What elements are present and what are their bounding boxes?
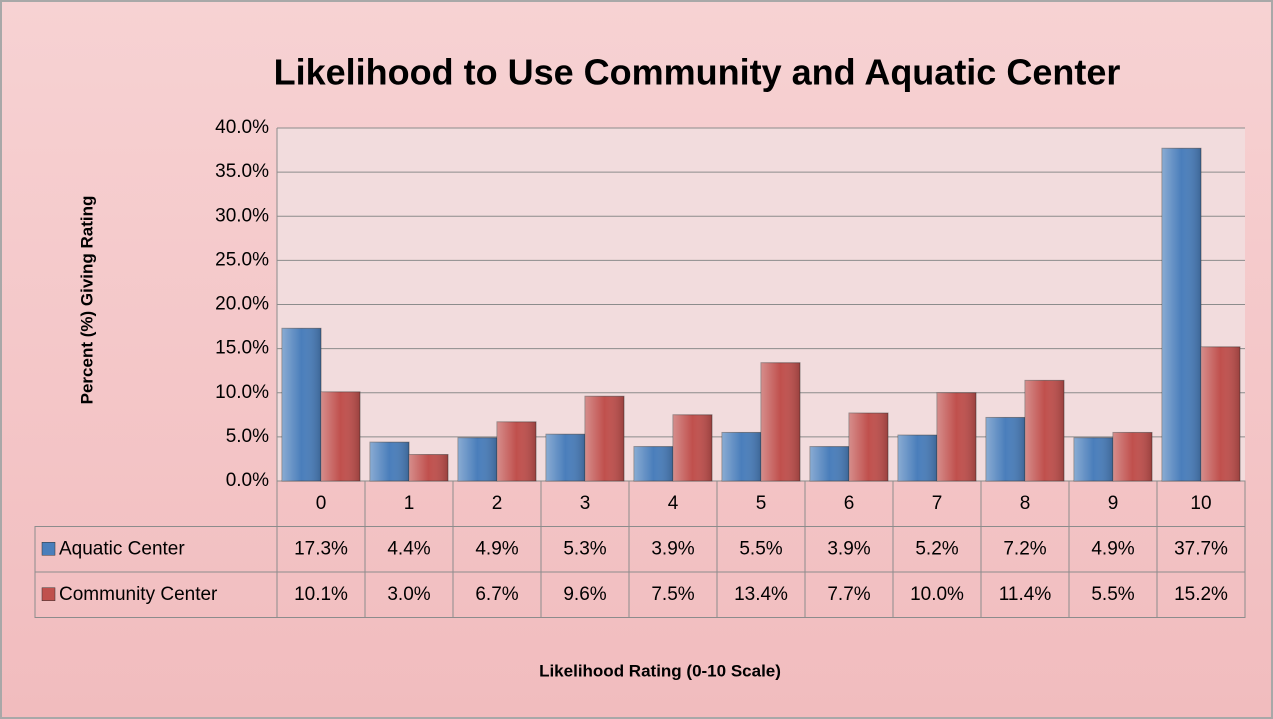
value-label: 5.5%	[739, 538, 782, 559]
value-label: 10.0%	[910, 584, 964, 605]
value-label: 5.2%	[915, 538, 958, 559]
bar-shine	[761, 362, 800, 481]
value-label: 13.4%	[734, 584, 788, 605]
x-tick-label: 2	[492, 493, 503, 514]
bar-shine	[585, 396, 624, 481]
table-row	[34, 571, 1246, 618]
x-tick-label: 6	[844, 493, 855, 514]
x-axis-label: Likelihood Rating (0-10 Scale)	[539, 661, 781, 680]
y-tick-label: 35.0%	[215, 161, 269, 182]
legend-label: Aquatic Center	[59, 538, 185, 559]
value-label: 4.9%	[475, 538, 518, 559]
y-tick-label: 5.0%	[226, 426, 269, 447]
bar-shine	[722, 432, 761, 481]
bar-shine	[1113, 432, 1152, 481]
bar-shine	[546, 434, 585, 481]
bar-shine	[1201, 346, 1240, 481]
bar-shine	[497, 421, 536, 481]
value-label: 37.7%	[1174, 538, 1228, 559]
bar-shine	[458, 437, 497, 481]
x-tick-label: 8	[1020, 493, 1031, 514]
x-tick-label: 10	[1190, 493, 1211, 514]
value-label: 5.5%	[1091, 584, 1134, 605]
y-tick-label: 15.0%	[215, 338, 269, 359]
value-label: 7.5%	[651, 584, 694, 605]
bar-shine	[1074, 437, 1113, 481]
bar-shine	[1025, 380, 1064, 481]
y-tick-label: 40.0%	[215, 117, 269, 138]
value-label: 3.0%	[387, 584, 430, 605]
x-tick-label: 4	[668, 493, 679, 514]
value-label: 6.7%	[475, 584, 518, 605]
x-tick-label: 5	[756, 493, 767, 514]
value-label: 4.4%	[387, 538, 430, 559]
y-axis-label: Percent (%) Giving Rating	[77, 196, 96, 405]
legend-swatch	[41, 587, 56, 601]
y-tick-label: 10.0%	[215, 382, 269, 403]
value-label: 3.9%	[651, 538, 694, 559]
value-label: 4.9%	[1091, 538, 1134, 559]
bar-shine	[937, 392, 976, 481]
value-label: 17.3%	[294, 538, 348, 559]
bar-shine	[810, 446, 849, 481]
value-label: 10.1%	[294, 584, 348, 605]
chart-title: Likelihood to Use Community and Aquatic …	[274, 52, 1121, 93]
bar-shine	[986, 417, 1025, 481]
value-label: 7.2%	[1003, 538, 1046, 559]
bar-shine	[409, 454, 448, 481]
bar-shine	[898, 435, 937, 481]
value-label: 7.7%	[827, 584, 870, 605]
value-label: 3.9%	[827, 538, 870, 559]
y-tick-label: 30.0%	[215, 205, 269, 226]
bar-shine	[1162, 148, 1201, 482]
y-tick-label: 25.0%	[215, 249, 269, 270]
bar-shine	[282, 328, 321, 481]
bar-shine	[321, 391, 360, 481]
x-tick-label: 1	[404, 493, 415, 514]
bar-shine	[370, 442, 409, 481]
bar-shine	[634, 446, 673, 481]
legend-label: Community Center	[59, 584, 218, 605]
value-label: 5.3%	[563, 538, 606, 559]
value-label: 15.2%	[1174, 584, 1228, 605]
value-label: 11.4%	[999, 584, 1052, 605]
x-tick-label: 7	[932, 493, 943, 514]
y-tick-label: 20.0%	[215, 294, 269, 315]
bar-shine	[673, 414, 712, 481]
bar-shine	[849, 413, 888, 481]
x-tick-label: 3	[580, 493, 591, 514]
value-label: 9.6%	[563, 584, 606, 605]
x-tick-label: 0	[316, 493, 327, 514]
y-tick-label: 0.0%	[226, 470, 269, 491]
legend-swatch	[41, 542, 56, 556]
x-tick-label: 9	[1108, 493, 1119, 514]
